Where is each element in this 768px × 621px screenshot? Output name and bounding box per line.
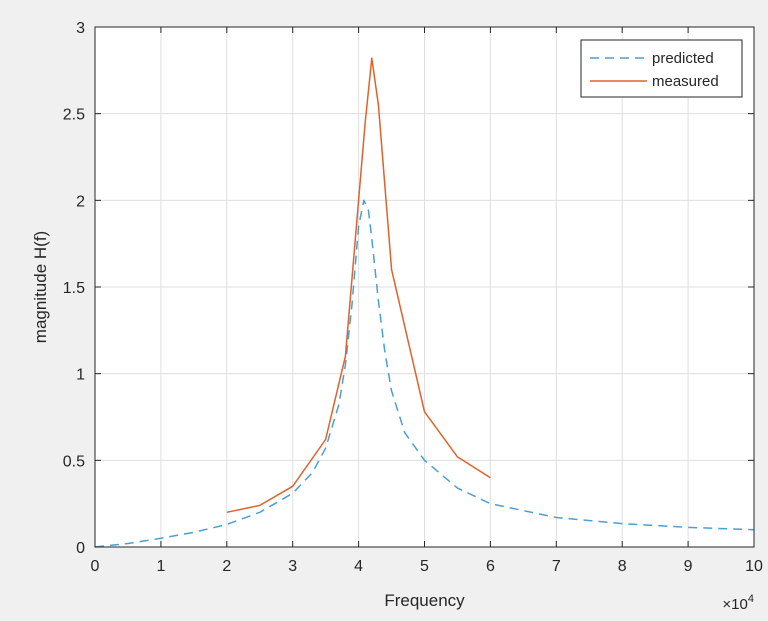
x-tick-label: 5 — [420, 558, 429, 575]
y-tick-label: 3 — [76, 20, 85, 37]
x-tick-label: 10 — [745, 558, 763, 575]
x-tick-label: 6 — [486, 558, 495, 575]
y-tick-label: 2.5 — [63, 107, 85, 124]
ticks: 0 1 2 3 4 5 6 7 8 9 10 0 0.5 1 1.5 2 2.5 3 — [63, 20, 763, 575]
y-tick-label: 0 — [76, 540, 85, 557]
x-tick-label: 2 — [222, 558, 231, 575]
x-tick-label: 4 — [354, 558, 363, 575]
y-tick-label: 2 — [76, 193, 85, 210]
y-axis-label: magnitude H(f) — [31, 231, 50, 343]
x-tick-label: 1 — [156, 558, 165, 575]
legend-label-measured: measured — [652, 73, 719, 90]
x-exponent: ×104 — [722, 593, 754, 613]
x-exponent-power: 4 — [748, 593, 754, 605]
legend-box — [580, 39, 743, 98]
x-tick-label: 9 — [684, 558, 693, 575]
series-layer — [94, 57, 755, 548]
x-exponent-base: ×10 — [722, 596, 747, 613]
y-tick-label: 1 — [76, 367, 85, 384]
series-line-measured — [226, 57, 491, 514]
x-axis-label: Frequency — [384, 591, 465, 610]
x-tick-label: 0 — [91, 558, 100, 575]
x-tick-label: 3 — [288, 558, 297, 575]
series-line-predicted — [94, 199, 755, 548]
x-tick-label: 8 — [618, 558, 627, 575]
legend-label-predicted: predicted — [652, 50, 714, 67]
y-tick-label: 0.5 — [63, 453, 85, 470]
legend: predicted measured — [580, 39, 743, 98]
y-tick-label: 1.5 — [63, 280, 85, 297]
x-tick-label: 7 — [552, 558, 561, 575]
